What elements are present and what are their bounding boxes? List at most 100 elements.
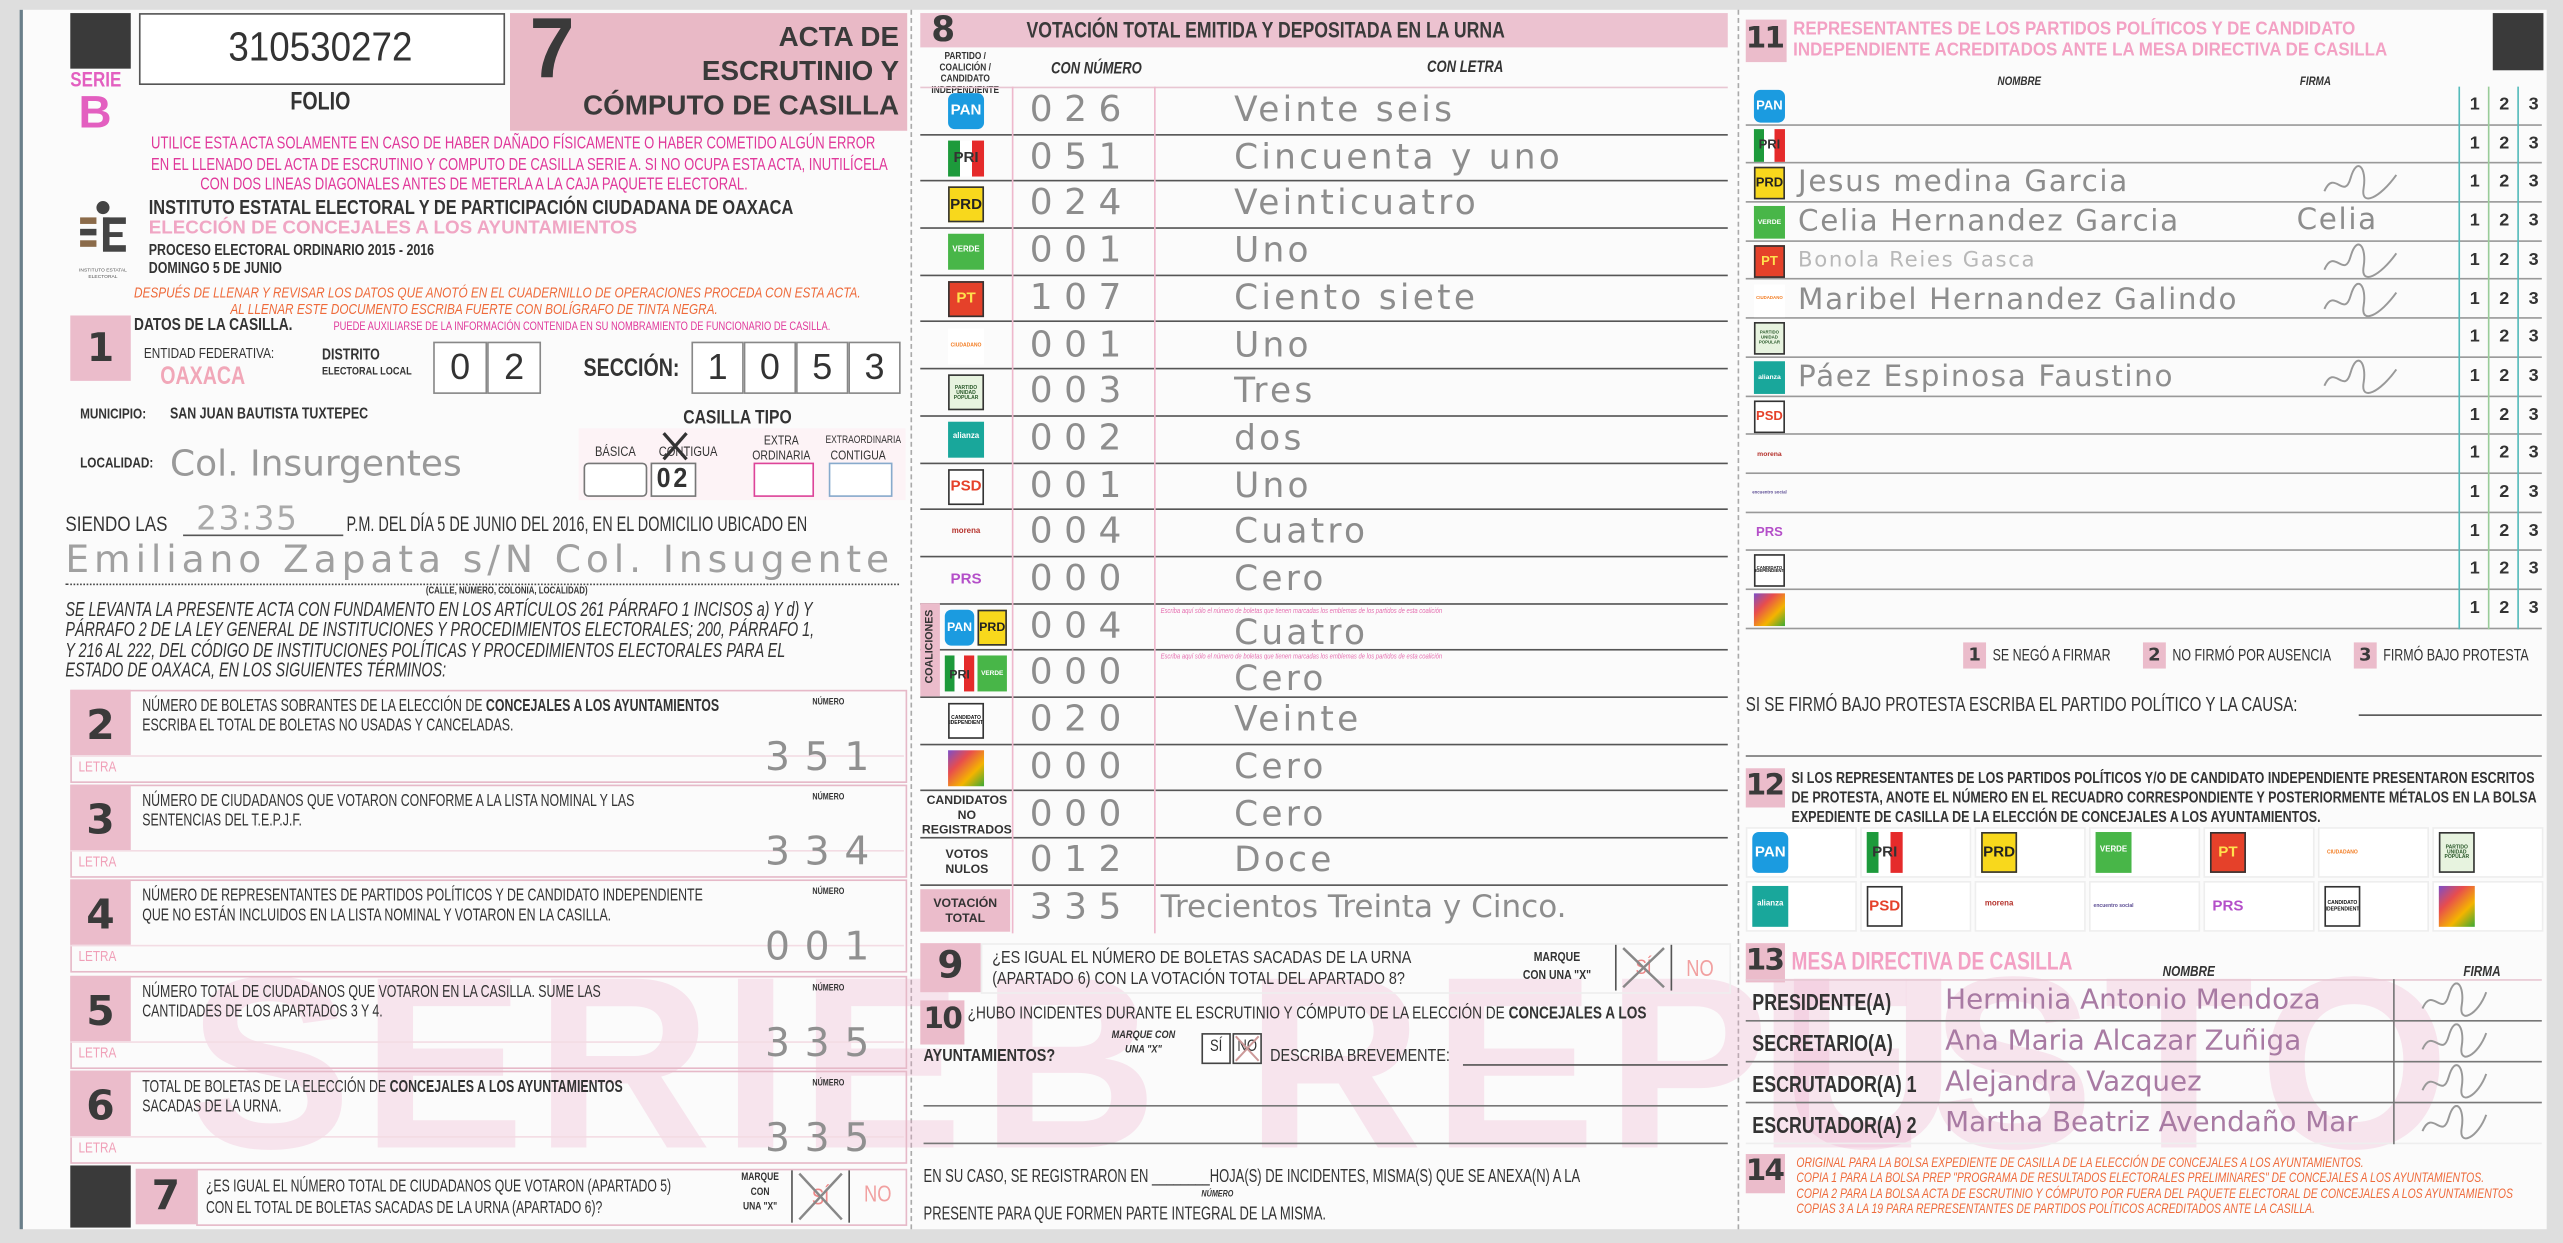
vote-count-letter[interactable]: Cuatro [1234,512,1369,552]
signature-status-option[interactable]: 2 [2499,172,2510,192]
casilla-basica-box[interactable] [583,462,648,497]
vote-count-number[interactable]: 026 [1029,89,1133,131]
signature-status-option[interactable]: 1 [2469,211,2480,231]
vote-count-letter[interactable]: Trecientos Treinta y Cinco. [1160,889,1567,926]
section10-si-option[interactable]: SÍ [1201,1033,1231,1065]
protest-field[interactable] [1745,755,2542,757]
vote-count-number[interactable]: 020 [1029,699,1133,741]
vote-count-number[interactable]: 004 [1029,512,1133,553]
vote-count-number[interactable]: 335 [1029,887,1133,929]
describe-field[interactable] [1462,1064,1728,1066]
vote-count-letter[interactable]: Cero [1234,746,1327,786]
representative-name[interactable]: Páez Espinosa Faustino [1798,359,2175,394]
vote-count-number[interactable]: 000 [1029,559,1133,600]
vote-count-number[interactable]: 051 [1029,136,1133,178]
signature-status-option[interactable]: 1 [2469,288,2480,309]
signature-status-option[interactable]: 3 [2528,94,2539,115]
describe-field[interactable] [923,1142,1728,1145]
vote-count-letter[interactable]: Uno [1234,465,1312,505]
vote-count-number[interactable]: 107 [1029,277,1133,319]
section7-no-option[interactable]: NO [864,1180,892,1207]
vote-count-letter[interactable]: Doce [1234,840,1335,880]
signature-status-option[interactable]: 3 [2528,482,2539,502]
signature-status-option[interactable]: 1 [2469,327,2480,347]
vote-count-number[interactable]: 001 [1029,230,1133,272]
describe-field[interactable] [923,1104,1728,1107]
signature-status-option[interactable]: 3 [2528,288,2539,309]
signature-status-option[interactable]: 3 [2528,172,2539,192]
signature-status-option[interactable]: 1 [2469,482,2480,502]
signature-status-option[interactable]: 1 [2469,559,2480,580]
vote-count-number[interactable]: 024 [1029,183,1133,225]
vote-count-letter[interactable]: Cuatro [1234,612,1369,652]
signature-status-option[interactable]: 2 [2499,559,2510,580]
vote-count-number[interactable]: 002 [1029,418,1133,460]
official-name[interactable]: Ana Maria Alcazar Zuñiga [1945,1024,2302,1058]
section9-si-option[interactable]: SÍ [1614,944,1673,991]
vote-count-letter[interactable]: Ciento siete [1234,277,1479,317]
signature-status-option[interactable]: 2 [2499,288,2510,309]
representative-name[interactable]: Maribel Hernandez Galindo [1798,281,2239,317]
vote-count-number[interactable]: 004 [1029,605,1133,647]
signature-status-option[interactable]: 1 [2469,598,2480,619]
signature-status-option[interactable]: 3 [2528,327,2539,347]
vote-count-letter[interactable]: Veinte [1234,699,1362,739]
vote-count-letter[interactable]: Uno [1234,324,1312,364]
count-value[interactable]: 335 [764,1114,885,1161]
signature-status-option[interactable]: 2 [2499,598,2510,619]
vote-count-number[interactable]: 001 [1029,465,1133,507]
signature-status-option[interactable]: 3 [2528,133,2539,154]
representative-name[interactable]: Bonola Reies Gasca [1798,248,2037,273]
signature-status-option[interactable]: 2 [2499,133,2510,154]
signature-status-option[interactable]: 2 [2499,482,2510,502]
vote-count-number[interactable]: 000 [1029,793,1133,835]
vote-count-letter[interactable]: Veinticuatro [1234,183,1480,223]
vote-count-letter[interactable]: Tres [1234,371,1316,411]
signature-status-option[interactable]: 1 [2469,443,2480,464]
official-name[interactable]: Martha Beatriz Avendaño Mar [1945,1106,2358,1140]
representative-name[interactable]: Jesus medina Garcia [1798,165,2129,201]
signature-status-option[interactable]: 2 [2499,327,2510,347]
signature-status-option[interactable]: 2 [2499,211,2510,231]
official-name[interactable]: Alejandra Vazquez [1945,1065,2202,1099]
vote-count-number[interactable]: 012 [1029,840,1133,882]
vote-count-letter[interactable]: Cero [1234,659,1327,699]
signature-status-option[interactable]: 3 [2528,598,2539,619]
signature-status-option[interactable]: 3 [2528,249,2539,270]
signature-status-option[interactable]: 1 [2469,94,2480,115]
signature-status-option[interactable]: 2 [2499,520,2510,541]
vote-count-number[interactable]: 003 [1029,371,1133,413]
signature-status-option[interactable]: 2 [2499,404,2510,425]
count-value[interactable]: 001 [764,923,885,970]
count-value[interactable]: 334 [764,828,885,875]
signature-status-option[interactable]: 3 [2528,559,2539,580]
protest-count-cell[interactable] [2203,881,2315,932]
signature-status-option[interactable]: 2 [2499,443,2510,464]
representative-name[interactable]: Celia Hernandez Garcia [1798,204,2180,239]
vote-count-number[interactable]: 000 [1029,746,1133,788]
vote-count-letter[interactable]: Cero [1234,559,1327,599]
vote-count-letter[interactable]: Veinte seis [1234,89,1456,130]
signature-status-option[interactable]: 3 [2528,443,2539,464]
count-value[interactable]: 335 [764,1019,885,1066]
vote-count-letter[interactable]: Uno [1234,230,1312,270]
official-name[interactable]: Herminia Antonio Mendoza [1945,984,2321,1017]
count-value[interactable]: 351 [764,733,885,780]
signature-status-option[interactable]: 3 [2528,211,2539,231]
signature-status-option[interactable]: 1 [2469,249,2480,270]
vote-count-number[interactable]: 001 [1029,324,1133,366]
casilla-extraordinaria-box[interactable] [753,462,815,497]
protest-count-cell[interactable] [1974,881,2086,932]
vote-count-letter[interactable]: Cincuenta y uno [1234,136,1564,177]
signature-status-option[interactable]: 1 [2469,520,2480,541]
protest-field[interactable] [2358,714,2542,716]
protest-count-cell[interactable] [2089,881,2201,932]
section7-si-option[interactable]: SÍ [791,1170,850,1223]
signature-status-option[interactable]: 1 [2469,172,2480,192]
signature-status-option[interactable]: 2 [2499,365,2510,386]
signature-status-option[interactable]: 2 [2499,249,2510,270]
casilla-extraordinaria-contigua-box[interactable] [828,462,893,497]
vote-count-letter[interactable]: Cero [1234,793,1327,833]
signature-status-option[interactable]: 1 [2469,365,2480,386]
section9-no-option[interactable]: NO [1686,954,1714,981]
